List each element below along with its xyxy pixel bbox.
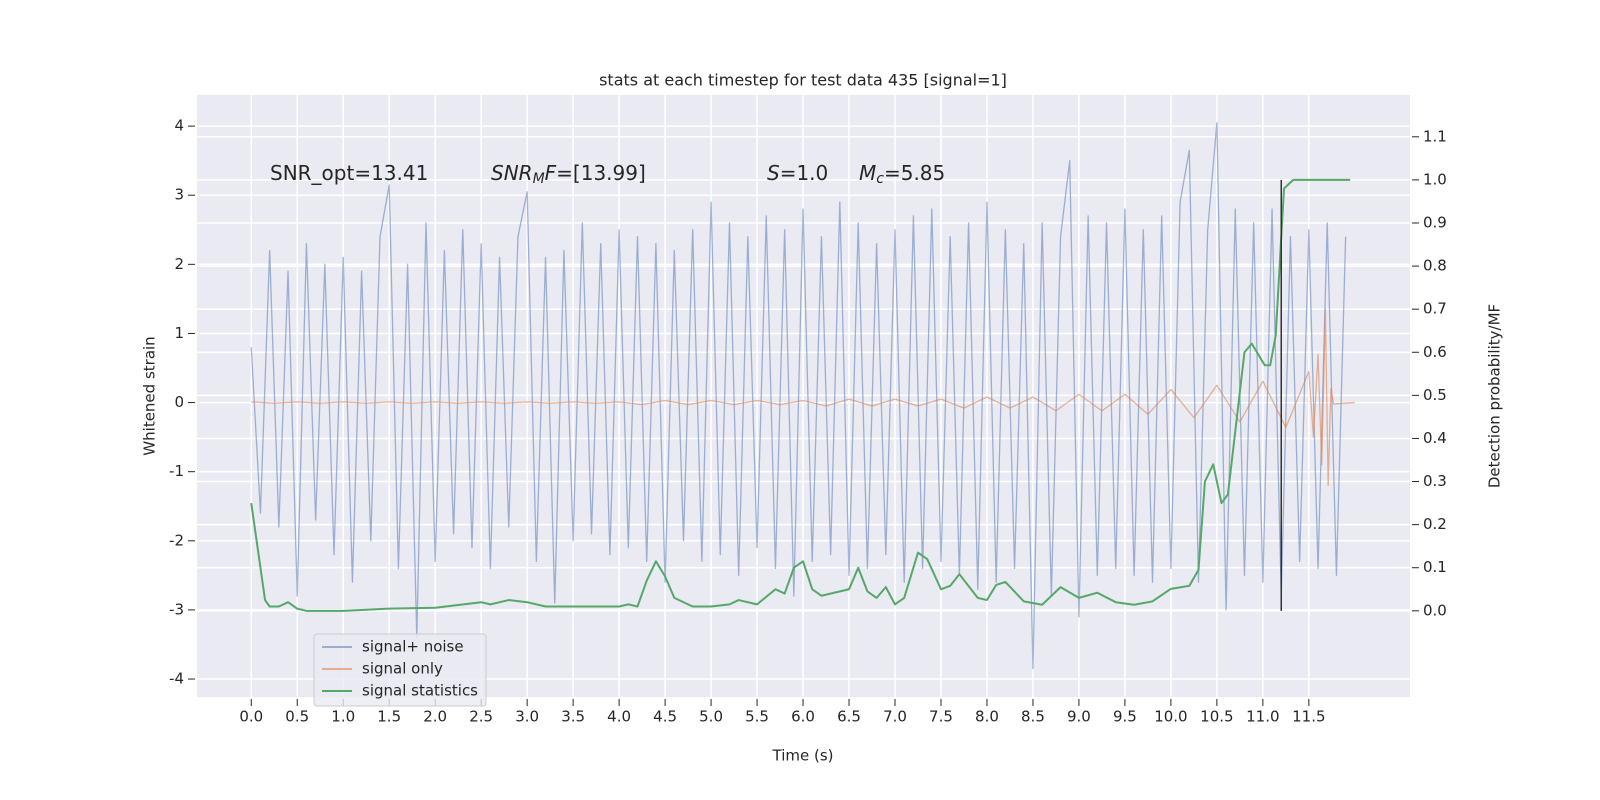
x-tick-label: 8.0 xyxy=(975,708,999,726)
annotation-part: =5.85 xyxy=(884,161,945,185)
y-tick-label: -4 xyxy=(169,670,184,688)
series-line xyxy=(250,122,1347,670)
marks xyxy=(250,122,1355,670)
y-tick-label: 2 xyxy=(174,255,184,273)
legend-label: signal only xyxy=(362,660,443,678)
y-tick-label: -2 xyxy=(169,531,184,549)
x-tick-label: 9.0 xyxy=(1067,708,1091,726)
annotation: SNR_opt=13.41 xyxy=(270,161,428,185)
x-tick-label: 8.5 xyxy=(1021,708,1045,726)
y2-tick-label: 0.6 xyxy=(1423,343,1447,361)
x-tick-label: 10.0 xyxy=(1154,708,1187,726)
x-tick-label: 3.0 xyxy=(515,708,539,726)
x-axis-label: Time (s) xyxy=(772,747,834,765)
x-tick-label: 3.5 xyxy=(561,708,585,726)
series-line xyxy=(250,178,1351,612)
legend-label: signal+ noise xyxy=(362,638,464,656)
x-tick-label: 1.5 xyxy=(377,708,401,726)
annotation-part: S xyxy=(767,161,780,185)
annotation-part: =[13.99] xyxy=(556,161,646,185)
y-tick-label: 4 xyxy=(174,117,184,135)
x-tick-label: 0.5 xyxy=(285,708,309,726)
x-tick-label: 2.5 xyxy=(469,708,493,726)
y2-tick-label: 0.3 xyxy=(1423,472,1447,490)
annotation-part: SNR_opt=13.41 xyxy=(270,161,428,185)
legend-box xyxy=(313,633,487,707)
x-tick-label: 4.5 xyxy=(653,708,677,726)
y2-tick-label: 0.0 xyxy=(1423,601,1447,619)
annotation: Mc=5.85 xyxy=(859,161,945,188)
y-tick-label: -1 xyxy=(169,462,184,480)
x-tick-label: 5.0 xyxy=(699,708,723,726)
x-tick-label: 9.5 xyxy=(1113,708,1137,726)
y2-tick-label: 0.1 xyxy=(1423,558,1447,576)
legend-label: signal statistics xyxy=(362,682,478,700)
x-tick-label: 0.0 xyxy=(239,708,263,726)
x-tick-label: 6.5 xyxy=(837,708,861,726)
chart-title: stats at each timestep for test data 435… xyxy=(599,71,1007,90)
y2-tick-label: 1.1 xyxy=(1423,127,1447,145)
y2-tick-label: 0.9 xyxy=(1423,213,1447,231)
annotation-part: =1.0 xyxy=(780,161,829,185)
x-tick-label: 5.5 xyxy=(745,708,769,726)
annotation-part: F xyxy=(545,161,557,185)
y2-tick-label: 1.0 xyxy=(1423,170,1447,188)
y-tick-label: -3 xyxy=(169,600,184,618)
y2-tick-label: 0.8 xyxy=(1423,257,1447,275)
y-tick-label: 1 xyxy=(174,324,184,342)
x-tick-label: 1.0 xyxy=(331,708,355,726)
x-tick-label: 10.5 xyxy=(1200,708,1233,726)
annotation-part: SNR xyxy=(491,161,533,185)
legend: signal+ noise signal only signal statistic… xyxy=(313,633,487,707)
y2-tick-label: 0.4 xyxy=(1423,429,1447,447)
y-axis-label: Whitened strain xyxy=(141,336,159,455)
x-tick-label: 4.0 xyxy=(607,708,631,726)
x-tick-label: 7.0 xyxy=(883,708,907,726)
annotation: SNRMF=[13.99] xyxy=(491,161,646,188)
x-tick-label: 7.5 xyxy=(929,708,953,726)
y2-axis-label: Detection probability/MF xyxy=(1486,304,1504,488)
y-tick-label: 3 xyxy=(174,186,184,204)
series-line xyxy=(251,308,1355,487)
x-tick-label: 11.0 xyxy=(1246,708,1279,726)
y2-tick-label: 0.2 xyxy=(1423,515,1447,533)
y2-tick-label: 0.5 xyxy=(1423,386,1447,404)
annotation: S=1.0 xyxy=(767,161,828,185)
x-tick-label: 2.0 xyxy=(423,708,447,726)
x-tick-label: 6.0 xyxy=(791,708,815,726)
annotation-part: M xyxy=(533,171,545,187)
y2-tick-label: 0.7 xyxy=(1423,300,1447,318)
y-tick-label: 0 xyxy=(174,393,184,411)
annotation-part: c xyxy=(876,171,884,187)
x-tick-label: 11.5 xyxy=(1292,708,1325,726)
annotation-part: M xyxy=(859,161,876,185)
